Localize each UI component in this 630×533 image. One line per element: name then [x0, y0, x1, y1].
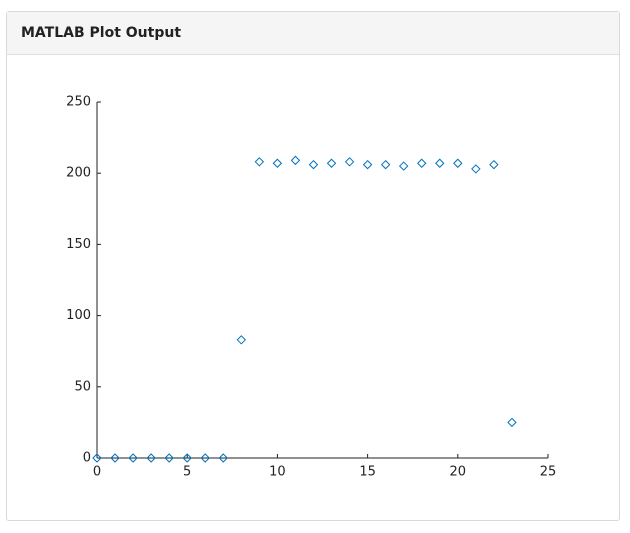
- data-point: [398, 161, 409, 171]
- data-point: [471, 164, 481, 174]
- y-tick-label: 150: [66, 237, 91, 252]
- data-point: [453, 158, 463, 168]
- data-point: [182, 453, 192, 463]
- data-point: [417, 158, 427, 168]
- data-point: [362, 159, 373, 170]
- data-point: [128, 453, 138, 463]
- y-tick-label: 250: [66, 95, 91, 110]
- y-tick-label: 100: [66, 308, 91, 323]
- data-point: [164, 453, 174, 463]
- data-point: [435, 158, 445, 168]
- data-point: [200, 453, 210, 463]
- card-title: MATLAB Plot Output: [21, 25, 182, 41]
- data-point: [146, 453, 156, 463]
- x-tick-label: 5: [183, 465, 191, 480]
- x-tick-label: 15: [359, 465, 376, 480]
- data-point: [326, 158, 337, 168]
- y-tick-label: 0: [83, 451, 91, 466]
- data-point: [507, 417, 517, 428]
- data-point: [308, 159, 319, 170]
- x-tick-label: 0: [93, 465, 101, 480]
- y-tick-label: 50: [74, 379, 91, 394]
- data-point: [218, 453, 228, 463]
- data-point: [344, 157, 355, 167]
- data-point: [92, 453, 102, 463]
- x-tick-label: 10: [269, 465, 286, 480]
- plot-card: MATLAB Plot Output: [6, 11, 620, 521]
- data-point: [290, 155, 301, 166]
- data-point: [236, 335, 247, 345]
- card-header: MATLAB Plot Output: [7, 12, 619, 55]
- data-point: [254, 157, 265, 167]
- data-point: [380, 159, 391, 170]
- data-point: [110, 453, 120, 463]
- data-point: [272, 158, 283, 168]
- data-point: [489, 159, 499, 170]
- x-tick-label: 25: [540, 465, 557, 480]
- x-tick-label: 20: [450, 465, 467, 480]
- y-tick-label: 200: [66, 166, 91, 181]
